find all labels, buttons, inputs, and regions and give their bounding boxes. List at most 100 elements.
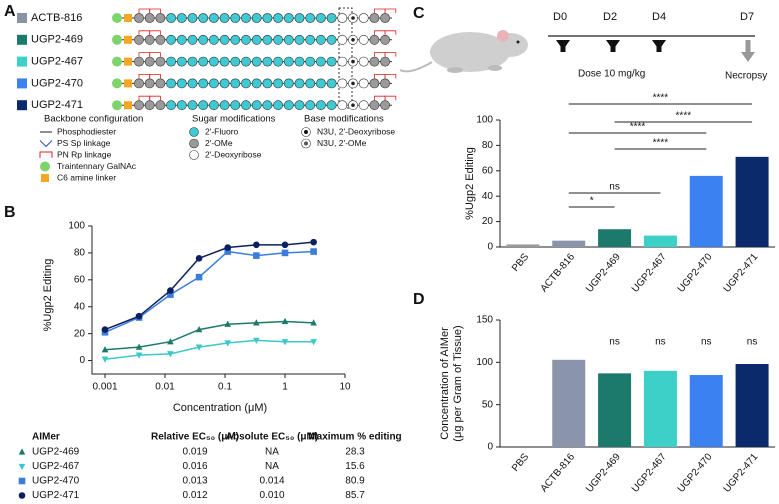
nucleotide — [273, 78, 283, 89]
galnac — [112, 78, 122, 89]
nucleotide — [262, 56, 273, 67]
nucleotide — [166, 13, 176, 23]
series-line — [104, 250, 314, 333]
marker — [195, 273, 203, 281]
bar — [643, 235, 677, 247]
nucleotide — [337, 34, 348, 45]
nucleotide — [283, 56, 294, 67]
marker — [281, 249, 289, 257]
nucleotide — [208, 100, 219, 111]
day-label: D7 — [740, 11, 754, 23]
nucleotide — [337, 100, 348, 111]
linker — [124, 35, 132, 44]
legend-symbol — [189, 127, 199, 137]
y-tick-label: 0 — [79, 355, 85, 366]
nucleotide — [230, 34, 241, 45]
base-mod — [351, 16, 355, 20]
nucleotide — [198, 78, 209, 89]
panel-label: C — [413, 5, 425, 22]
table-header: Relative EC₅₀ (μM) — [151, 432, 239, 443]
pn-linkage — [374, 8, 386, 13]
nucleotide — [273, 100, 283, 111]
series-line — [104, 339, 314, 360]
bar — [506, 244, 540, 247]
nucleotide — [219, 78, 230, 89]
nucleotide — [198, 34, 209, 45]
y-axis-label: Concentration of AIMer — [439, 327, 451, 440]
nucleotide — [230, 13, 241, 23]
table-cell: UGP2-471 — [32, 490, 80, 501]
legend-symbol — [304, 130, 308, 134]
y-tick-label: 100 — [476, 357, 493, 368]
nucleotide — [380, 13, 390, 23]
x-tick-label: 10 — [339, 382, 351, 393]
marker — [135, 312, 143, 320]
y-axis-label: %Ugp2 Editing — [464, 147, 476, 220]
x-tick-label: UGP2-471 — [722, 451, 761, 495]
series-line — [104, 320, 314, 351]
nucleotide — [294, 78, 305, 89]
nucleotide — [208, 56, 219, 67]
x-tick-label: UGP2-469 — [584, 251, 623, 295]
marker — [101, 346, 109, 353]
nucleotide — [305, 56, 316, 67]
table-cell: 85.7 — [345, 490, 365, 501]
nucleotide — [155, 56, 166, 67]
bar — [689, 175, 723, 247]
swatch — [17, 34, 27, 45]
sig-label: * — [590, 196, 594, 207]
table-cell: 28.3 — [345, 447, 365, 458]
nucleotide — [380, 78, 390, 89]
sig-label: ns — [609, 337, 620, 348]
day-label: D4 — [652, 11, 666, 23]
y-axis-label: (μg per Gram of Tissue) — [452, 325, 464, 441]
table-cell: 0.014 — [259, 476, 284, 487]
sig-label: **** — [630, 122, 646, 133]
nucleotide — [358, 56, 369, 67]
marker — [18, 448, 26, 455]
y-axis-label: %Ugp2 Editing — [42, 259, 54, 332]
swatch — [17, 78, 27, 89]
sig-label: **** — [676, 111, 692, 122]
nucleotide — [134, 56, 144, 67]
pn-linkage — [149, 95, 161, 101]
marker — [135, 352, 143, 359]
sig-label: ns — [609, 182, 620, 193]
y-tick-label: 40 — [74, 301, 86, 312]
nucleotide — [380, 56, 390, 67]
x-tick-label: ACTB-816 — [539, 251, 578, 294]
marker — [167, 291, 174, 298]
legend-symbol — [304, 141, 308, 146]
swatch — [17, 56, 27, 67]
nucleotide — [294, 56, 305, 67]
nucleotide — [337, 56, 348, 67]
nucleotide — [294, 100, 305, 111]
marker — [167, 351, 174, 358]
nucleotide — [219, 100, 230, 111]
nucleotide — [198, 100, 209, 111]
nucleotide — [176, 34, 187, 45]
nucleotide — [219, 13, 230, 23]
marker — [195, 344, 203, 351]
nucleotide — [144, 100, 155, 111]
legend-title: Base modifications — [304, 114, 384, 125]
legend-item: Traintennary GalNAc — [57, 161, 137, 171]
marker — [18, 477, 26, 485]
legend-item: N3U, 2'-OMe — [317, 138, 367, 148]
series-line — [104, 241, 314, 331]
table-header: Maximum % editing — [308, 432, 401, 443]
arrow-head — [556, 40, 570, 50]
table-cell: 0.019 — [182, 447, 207, 458]
y-tick-label: 60 — [482, 165, 494, 176]
legend-item: N3U, 2'-Deoxyribose — [317, 126, 395, 136]
pn-linkage — [149, 52, 161, 57]
marker — [101, 356, 109, 363]
pn-linkage — [374, 95, 386, 101]
nucleotide — [187, 56, 198, 67]
x-tick-label: UGP2-467 — [630, 451, 669, 495]
table-cell: UGP2-470 — [32, 476, 80, 487]
x-tick-label: UGP2-467 — [630, 251, 669, 295]
table-cell: 0.010 — [259, 490, 284, 501]
nucleotide — [230, 56, 241, 67]
nucleotide — [358, 34, 369, 45]
